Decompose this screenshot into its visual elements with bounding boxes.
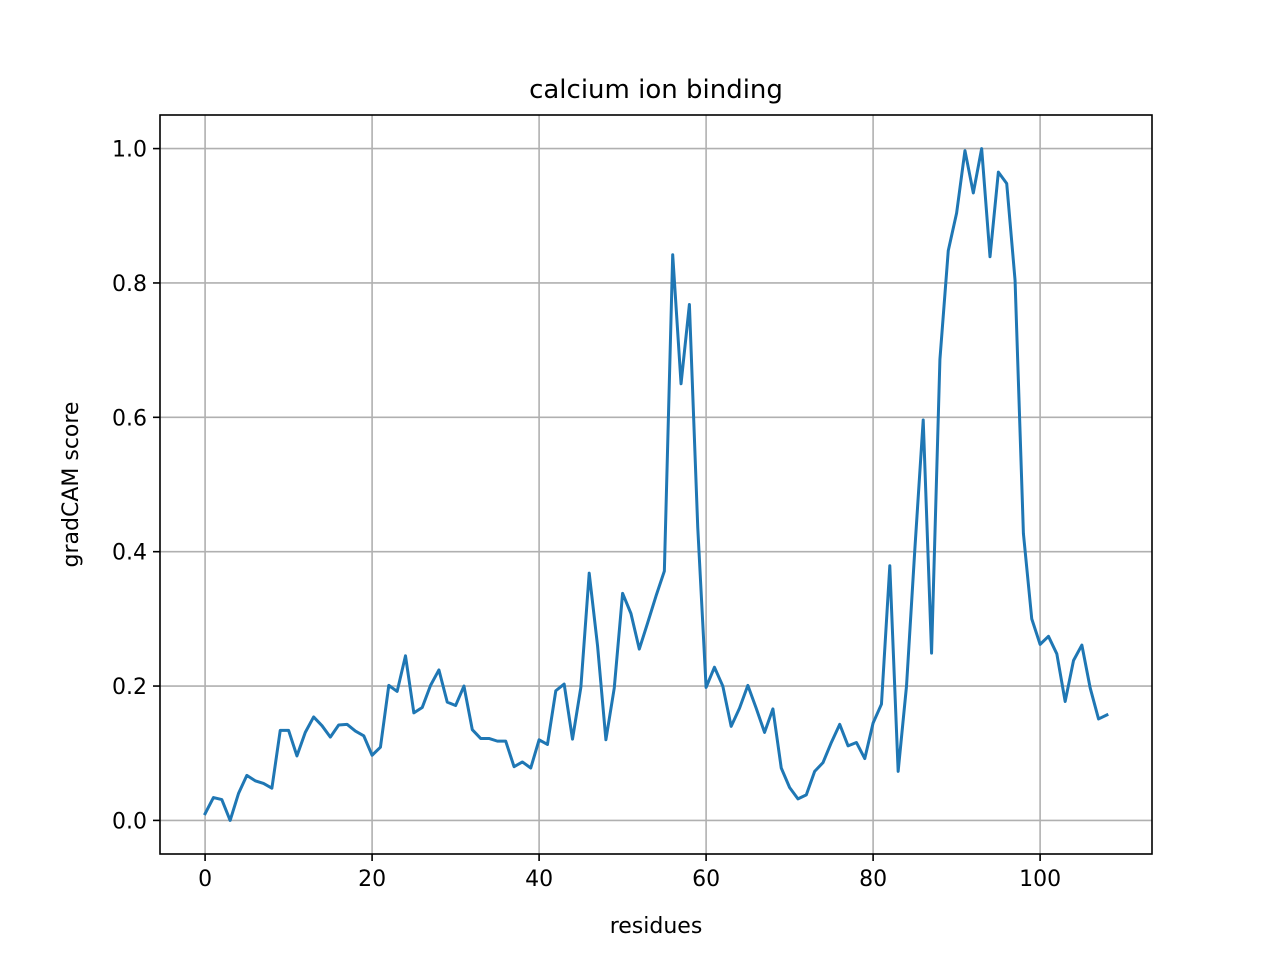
x-axis-label: residues xyxy=(610,914,703,939)
series-line xyxy=(203,147,1109,822)
y-axis-label: gradCAM score xyxy=(59,402,84,568)
plot-frame xyxy=(159,114,1153,855)
x-tick-label: 0 xyxy=(198,867,212,892)
x-tick-label: 80 xyxy=(859,867,887,892)
series-layer xyxy=(203,147,1109,822)
axis-ticks: 0 20 40 60 80 100 0.0 0.2 0.4 0.6 0.8 1.0 xyxy=(112,138,1061,892)
x-tick-label: 20 xyxy=(358,867,386,892)
y-tick-label: 0.8 xyxy=(112,272,147,297)
y-tick-label: 0.0 xyxy=(112,809,147,834)
x-tick-label: 40 xyxy=(525,867,553,892)
y-tick-label: 0.6 xyxy=(112,406,147,431)
x-tick-label: 100 xyxy=(1019,867,1061,892)
y-tick-label: 0.2 xyxy=(112,675,147,700)
chart-title: calcium ion binding xyxy=(529,75,783,105)
y-tick-label: 1.0 xyxy=(112,138,147,163)
grid xyxy=(160,115,1152,854)
y-tick-label: 0.4 xyxy=(112,541,147,566)
x-tick-label: 60 xyxy=(692,867,720,892)
